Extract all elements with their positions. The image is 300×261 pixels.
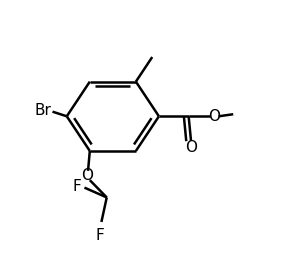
Text: O: O	[81, 168, 93, 183]
Text: O: O	[185, 140, 197, 155]
Text: O: O	[208, 109, 220, 124]
Text: Br: Br	[34, 103, 51, 118]
Text: F: F	[95, 228, 104, 243]
Text: F: F	[72, 179, 81, 194]
